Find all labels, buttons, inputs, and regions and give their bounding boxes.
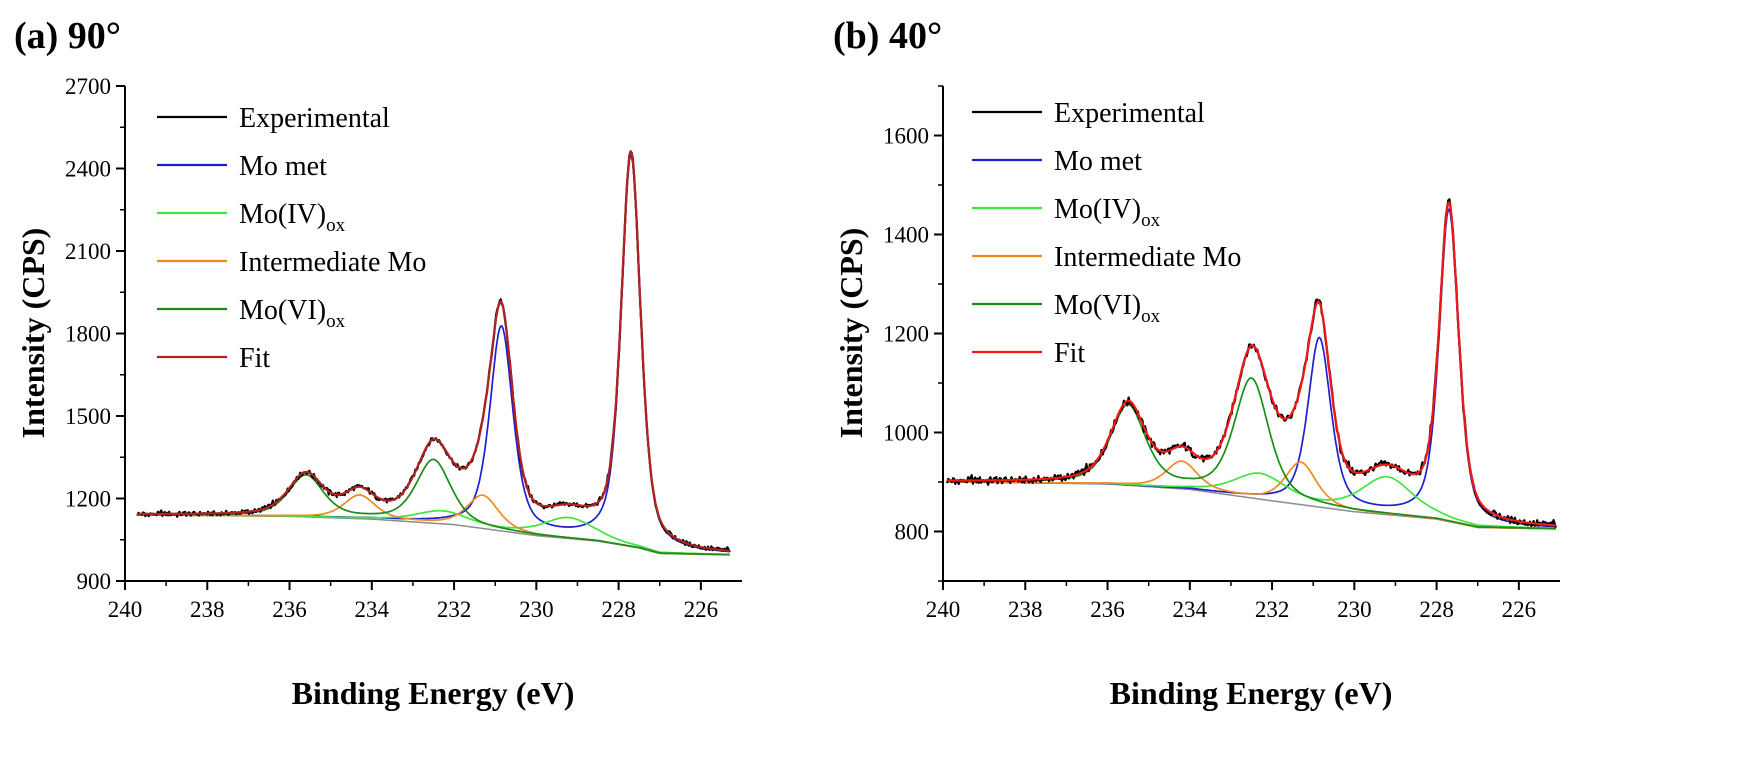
y-tick-label: 1600	[883, 124, 929, 149]
legend-entry-label: Mo(IV)ox	[239, 199, 346, 236]
legend-entry-label: Mo(IV)ox	[1054, 194, 1161, 231]
series-line-experimental	[136, 150, 731, 553]
y-tick-label: 1500	[65, 404, 111, 429]
x-tick-label: 226	[684, 597, 719, 622]
legend-entry-label: Mo(VI)ox	[239, 295, 346, 332]
y-tick-label: 1400	[883, 223, 929, 248]
y-tick-label: 2700	[65, 74, 111, 99]
y-tick-label: 800	[895, 520, 930, 545]
panel-label: (b) 40°	[833, 15, 942, 57]
y-tick-label: 1800	[65, 322, 111, 347]
x-tick-label: 238	[190, 597, 225, 622]
legend-entry-label: Experimental	[1054, 98, 1205, 129]
x-tick-label: 236	[1090, 597, 1125, 622]
y-axis-title: Intensity (CPS)	[15, 228, 51, 439]
panel-label: (a) 90°	[14, 15, 121, 57]
x-tick-label: 236	[272, 597, 307, 622]
chart-panel-b: (b) 40° 240 238 236 234 232 230 228 226 800 1000 12…	[833, 15, 1560, 711]
x-tick-label: 240	[926, 597, 961, 622]
x-axis-title: Binding Energy (eV)	[1110, 675, 1393, 711]
legend-entry-label: Mo met	[1054, 146, 1142, 177]
y-tick-label: 1000	[883, 421, 929, 446]
series-line-fit	[947, 201, 1556, 527]
x-tick-label: 230	[1337, 597, 1372, 622]
legend-entry-subscript: ox	[326, 215, 346, 236]
legend-entry-label: Intermediate Mo	[1054, 242, 1241, 273]
series-line-mo-vi-ox	[947, 377, 1556, 530]
series-line-mo-iv-ox	[947, 472, 1556, 530]
legend-entry-label: Mo met	[239, 151, 327, 182]
series-line-intermediate-mo	[947, 460, 1556, 530]
y-tick-label: 900	[77, 569, 112, 594]
y-tick-label: 1200	[883, 322, 929, 347]
y-tick-label: 2100	[65, 239, 111, 264]
legend-entry-label: Fit	[239, 343, 270, 374]
chart-panel-a: (a) 90° 240 238 236 234 232 230 228 226 900 1200 15…	[14, 15, 742, 711]
y-tick-label: 1200	[65, 487, 111, 512]
legend-entry-subscript: ox	[326, 311, 346, 332]
x-tick-label: 234	[1173, 597, 1208, 622]
x-tick-label: 234	[355, 597, 390, 622]
legend-entry-subscript: ox	[1141, 306, 1161, 327]
legend-entry-subscript: ox	[1141, 210, 1161, 231]
x-tick-label: 226	[1502, 597, 1537, 622]
x-tick-label: 240	[108, 597, 143, 622]
x-tick-label: 228	[601, 597, 636, 622]
legend-entry-label: Experimental	[239, 103, 390, 134]
series-line-fit	[137, 150, 730, 552]
series-line-mo-vi-ox	[137, 458, 730, 556]
x-tick-label: 230	[519, 597, 554, 622]
x-axis-title: Binding Energy (eV)	[292, 675, 575, 711]
legend-entry-label: Fit	[1054, 338, 1085, 369]
y-axis-title: Intensity (CPS)	[833, 228, 869, 439]
x-tick-label: 238	[1008, 597, 1043, 622]
legend-entry-label: Mo(VI)ox	[1054, 290, 1161, 327]
legend-entry-label: Intermediate Mo	[239, 247, 426, 278]
x-tick-label: 232	[437, 597, 472, 622]
x-tick-label: 228	[1419, 597, 1454, 622]
y-tick-label: 2400	[65, 157, 111, 182]
series-line-mo-met	[137, 154, 730, 553]
x-tick-label: 232	[1255, 597, 1290, 622]
